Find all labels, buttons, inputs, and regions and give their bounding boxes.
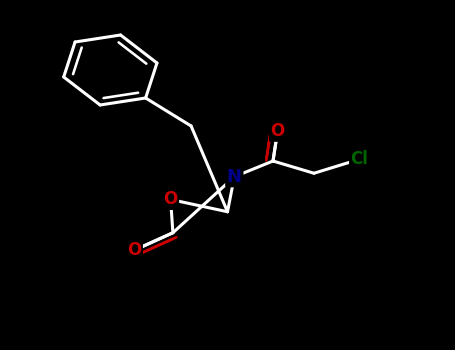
Text: N: N — [227, 168, 242, 186]
Text: O: O — [270, 122, 285, 140]
Text: Cl: Cl — [350, 150, 369, 168]
Text: N: N — [227, 168, 242, 186]
Text: O: O — [163, 190, 178, 209]
Text: O: O — [163, 190, 178, 209]
Text: O: O — [127, 241, 142, 259]
Text: Cl: Cl — [350, 150, 369, 168]
Text: O: O — [127, 241, 142, 259]
Text: O: O — [270, 122, 285, 140]
